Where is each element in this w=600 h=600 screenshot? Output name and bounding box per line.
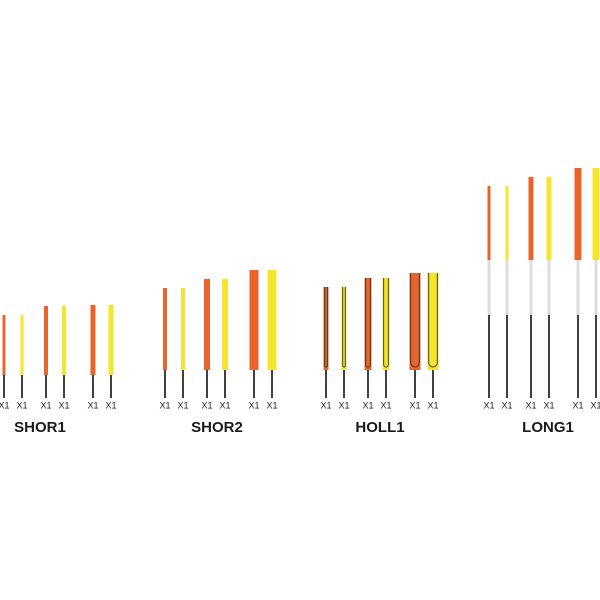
stem-clear	[505, 259, 509, 316]
tip	[546, 177, 552, 260]
tip	[382, 278, 390, 370]
tip	[505, 186, 509, 260]
stem-clear	[529, 259, 533, 316]
quantity-label: X1	[0, 400, 10, 410]
quantity-label: X1	[201, 400, 212, 410]
tip	[249, 270, 259, 370]
group-name: LONG1	[522, 419, 574, 436]
quantity-label: X1	[483, 400, 494, 410]
tip	[20, 315, 24, 375]
tip-hollow	[324, 287, 328, 368]
tip	[62, 306, 66, 375]
tip	[222, 279, 228, 370]
quantity-label: X1	[525, 400, 536, 410]
tip	[90, 305, 96, 375]
stem-clear	[594, 259, 598, 316]
quantity-label: X1	[219, 400, 230, 410]
quantity-label: X1	[362, 400, 373, 410]
tip-hollow	[383, 278, 389, 368]
quantity-label: X1	[159, 400, 170, 410]
quantity-label: X1	[40, 400, 51, 410]
group-name: SHOR2	[191, 419, 243, 436]
tip	[323, 287, 329, 370]
tip	[44, 306, 48, 375]
tip	[341, 287, 347, 370]
quantity-label: X1	[572, 400, 583, 410]
quantity-label: X1	[105, 400, 116, 410]
quantity-label: X1	[248, 400, 259, 410]
tip	[364, 278, 372, 370]
tip	[409, 273, 421, 370]
quantity-label: X1	[543, 400, 554, 410]
quantity-label: X1	[177, 400, 188, 410]
tip	[528, 177, 534, 260]
quantity-label: X1	[380, 400, 391, 410]
quantity-label: X1	[590, 400, 600, 410]
quantity-label: X1	[87, 400, 98, 410]
tip	[108, 305, 114, 375]
quantity-label: X1	[427, 400, 438, 410]
tip-hollow	[428, 273, 438, 368]
stem-clear	[576, 259, 580, 316]
tip	[592, 168, 600, 260]
quantity-label: X1	[266, 400, 277, 410]
group-name: HOLL1	[355, 419, 404, 436]
stem-clear	[487, 259, 491, 316]
tip	[181, 288, 185, 370]
quantity-label: X1	[501, 400, 512, 410]
quantity-label: X1	[58, 400, 69, 410]
quantity-label: X1	[16, 400, 27, 410]
quantity-label: X1	[338, 400, 349, 410]
tip-hollow	[410, 273, 420, 368]
tip	[204, 279, 210, 370]
tip-hollow	[342, 287, 346, 368]
tip-hollow	[365, 278, 371, 368]
tip	[574, 168, 582, 260]
quantity-label: X1	[409, 400, 420, 410]
tip	[427, 273, 439, 370]
tip	[487, 186, 491, 260]
group-name: SHOR1	[14, 419, 66, 436]
tip	[163, 288, 167, 370]
stem-clear	[547, 259, 551, 316]
tip	[2, 315, 6, 375]
tip	[267, 270, 277, 370]
quantity-label: X1	[320, 400, 331, 410]
